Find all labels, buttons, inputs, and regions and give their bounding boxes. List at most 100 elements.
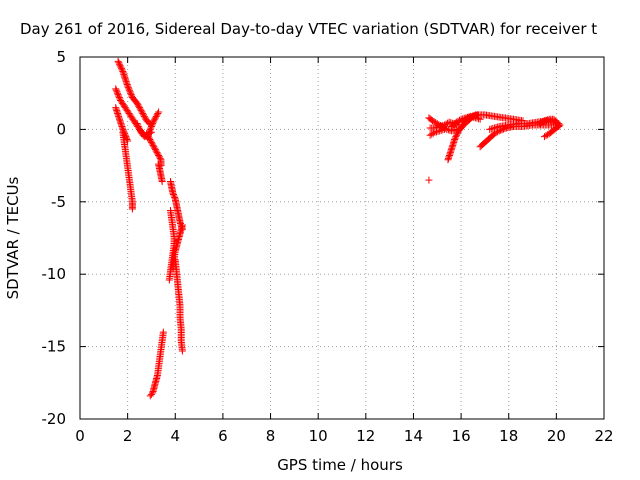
data-point [555,122,563,130]
x-axis-label: GPS time / hours [277,456,403,474]
data-point [146,136,154,144]
data-point [133,99,141,107]
data-point [463,115,471,123]
data-point [466,113,474,121]
data-point [143,130,151,138]
data-point [147,123,155,131]
data-point [115,59,123,67]
x-tick-label: 2 [123,427,133,445]
data-point [115,94,123,102]
data-point [115,92,123,100]
data-point [147,390,155,398]
x-tick-label: 20 [547,427,566,445]
data-point [116,95,124,103]
data-point [150,117,158,125]
data-point [149,118,157,126]
data-point [151,144,159,152]
data-point [158,178,166,186]
data-point [139,109,147,117]
data-point [464,114,472,122]
data-point [150,143,158,151]
data-point [112,85,120,93]
data-point [127,89,135,97]
data-point [151,114,159,122]
data-point [457,118,465,126]
x-tick-label: 18 [499,427,518,445]
data-point [133,120,141,128]
data-point [151,146,159,154]
x-tick-label: 10 [309,427,328,445]
data-point [134,123,142,131]
data-point [146,392,154,400]
data-point [453,131,461,139]
y-tick-label: -10 [42,265,67,283]
data-point [128,205,136,213]
data-point [149,141,157,149]
data-point [149,120,157,128]
data-point [153,111,161,119]
x-tick-label: 22 [594,427,613,445]
data-point [114,57,122,65]
data-point [147,124,155,132]
x-tick-label: 16 [452,427,471,445]
data-point [134,101,142,109]
data-point [116,62,124,70]
chart-title: Day 261 of 2016, Sidereal Day-to-day VTE… [20,20,597,38]
data-point [135,102,143,110]
data-point [148,140,156,148]
data-point [141,114,149,122]
data-point [169,191,177,199]
y-tick-label: -5 [51,193,66,211]
data-point [154,109,162,117]
y-tick-label: -20 [42,410,67,428]
data-point [112,86,120,94]
data-point [124,82,132,90]
data-point [124,83,132,91]
data-point [146,125,154,133]
data-point [453,130,461,138]
data-point [134,121,142,129]
data-point [556,121,564,129]
data-point [137,107,145,115]
data-point [127,91,135,99]
data-point [118,65,126,73]
data-point [425,176,433,184]
data-point [118,66,126,74]
data-point [165,276,173,284]
y-axis-label: SDTVAR / TECUs [4,176,22,299]
x-tick-label: 12 [356,427,375,445]
data-point [140,111,148,119]
data-point [151,115,159,123]
y-tick-label: 5 [56,48,66,66]
data-point [169,189,177,197]
data-point [117,63,125,71]
data-point [461,116,469,124]
data-point [171,193,179,201]
data-point [147,137,155,145]
data-point [469,112,477,120]
data-point [126,88,134,96]
y-axis-ticks: 5 0 -5 -10 -15 -20 [42,48,604,428]
data-points [112,57,564,400]
data-point [155,108,163,116]
data-point [113,88,121,96]
data-point [429,129,437,137]
x-axis-ticks: 0 2 4 6 8 10 12 14 16 18 20 22 [75,57,614,445]
data-point [178,347,186,355]
data-point [135,124,143,132]
data-point [152,147,160,155]
data-point [115,60,123,68]
data-point [125,86,133,94]
x-tick-label: 6 [218,427,228,445]
data-point [452,133,460,141]
data-point [539,118,547,126]
x-tick-label: 4 [170,427,180,445]
data-point [467,113,475,121]
data-point [136,105,144,113]
data-point [148,121,156,129]
data-point [156,154,164,162]
data-point [144,133,152,141]
data-point [459,117,467,125]
x-tick-label: 0 [75,427,85,445]
